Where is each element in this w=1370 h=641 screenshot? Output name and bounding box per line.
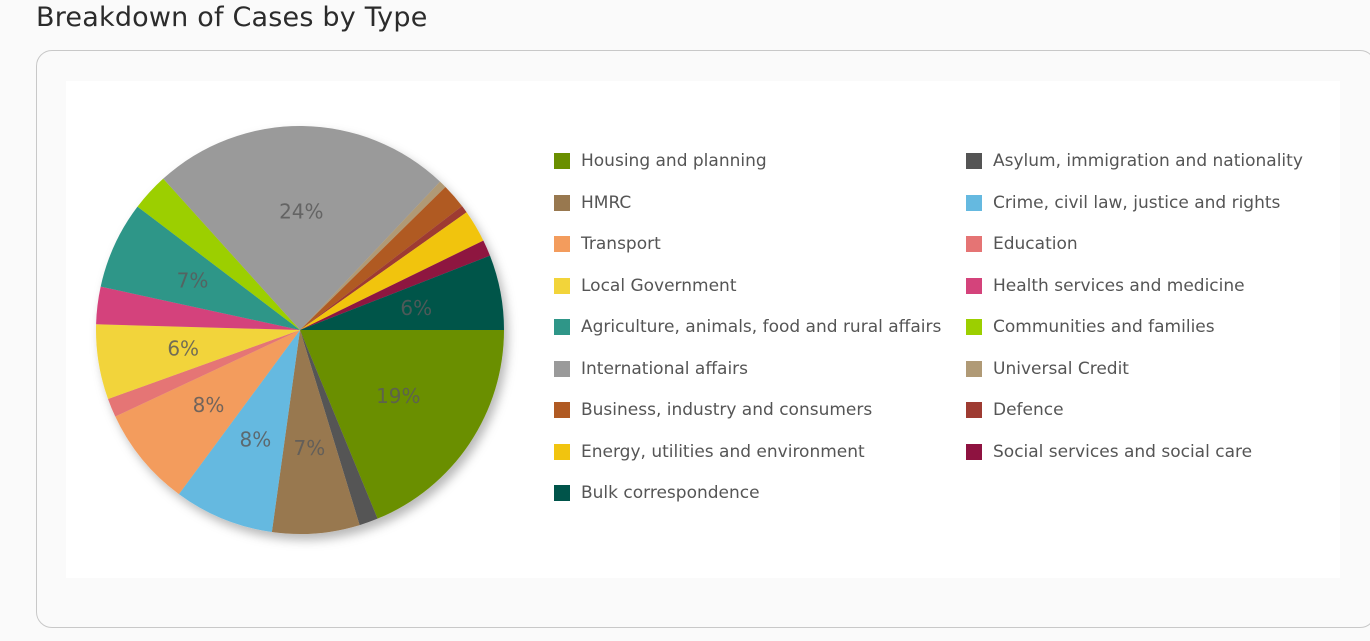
legend-swatch [554,277,570,294]
legend-label: International affairs [581,358,749,379]
legend-item-agriculture-animals-food-and-rural-affairs[interactable]: Agriculture, animals, food and rural aff… [554,315,941,339]
legend-item-universal-credit[interactable]: Universal Credit [966,357,1129,381]
pie-slice-social-services-and-social-care[interactable] [300,240,490,330]
legend-label: Social services and social care [993,441,1253,462]
legend-swatch [966,153,982,169]
legend-label: Communities and families [993,317,1215,337]
legend-swatch [966,236,982,252]
pie-slice-agriculture-animals-food-and-rural-affairs[interactable] [100,206,300,330]
pie-slice-hmrc[interactable] [271,330,360,534]
legend-item-transport[interactable]: Transport [554,232,661,256]
legend-item-social-services-and-social-care[interactable]: Social services and social care [966,440,1252,464]
legend-swatch [966,443,982,460]
legend-swatch [966,277,982,294]
legend-item-business-industry-and-consumers[interactable]: Business, industry and consumers [554,398,872,422]
legend-swatch [554,153,570,169]
legend-item-communities-and-families[interactable]: Communities and families [966,315,1215,339]
legend-label: Crime, civil law, justice and rights [993,192,1281,213]
pie-label-crime-civil-law-justice-and-rights: 8% [240,428,272,452]
pie-label-housing-and-planning: 19% [376,384,420,408]
legend-swatch [554,319,570,335]
pie-slice-defence[interactable] [300,206,467,330]
legend-item-asylum-immigration-and-nationality[interactable]: Asylum, immigration and nationality [966,149,1303,173]
page-title: Breakdown of Cases by Type [36,2,428,33]
legend-item-energy-utilities-and-environment[interactable]: Energy, utilities and environment [554,440,865,464]
legend-label: Local Government [581,275,737,296]
pie-slice-business-industry-and-consumers[interactable] [300,186,463,330]
legend-label: Energy, utilities and environment [581,441,865,462]
pie-slices [96,125,504,534]
legend-label: Universal Credit [993,358,1129,379]
legend-item-international-affairs[interactable]: International affairs [554,357,748,381]
legend-label: Asylum, immigration and nationality [993,151,1303,171]
legend-label: Bulk correspondence [581,483,760,503]
pie-label-bulk-correspondence: 6% [400,296,432,320]
legend-swatch [554,194,570,211]
legend-label: Education [993,234,1078,254]
legend-item-crime-civil-law-justice-and-rights[interactable]: Crime, civil law, justice and rights [966,191,1280,215]
pie-label-agriculture-animals-food-and-rural-affairs: 7% [177,269,209,293]
pie-slice-education[interactable] [108,330,301,417]
pie-slice-transport[interactable] [115,330,301,495]
legend-item-housing-and-planning[interactable]: Housing and planning [554,149,767,173]
pie-slice-housing-and-planning[interactable] [300,330,504,519]
legend-item-education[interactable]: Education [966,232,1078,256]
legend-label: Business, industry and consumers [581,400,873,420]
legend-label: Agriculture, animals, food and rural aff… [581,317,942,337]
legend-label: Housing and planning [581,151,767,171]
legend-swatch [966,360,982,377]
legend: Housing and planning Asylum, immigration … [554,140,1354,520]
legend-swatch [966,319,982,335]
legend-item-hmrc[interactable]: HMRC [554,191,631,215]
legend-swatch [554,402,570,418]
legend-item-defence[interactable]: Defence [966,398,1064,422]
pie-slice-local-government[interactable] [96,324,300,399]
legend-label: HMRC [581,192,632,213]
legend-swatch [966,194,982,211]
pie-label-hmrc: 7% [294,436,326,460]
legend-swatch [554,443,570,460]
legend-swatch [554,485,570,501]
legend-label: Health services and medicine [993,275,1245,296]
pie-slice-universal-credit[interactable] [300,181,446,330]
pie-slice-crime-civil-law-justice-and-rights[interactable] [178,330,300,533]
pie-slice-communities-and-families[interactable] [137,178,300,330]
pie-slice-health-services-and-medicine[interactable] [96,286,300,330]
legend-item-health-services-and-medicine[interactable]: Health services and medicine [966,274,1245,298]
pie-slice-energy-utilities-and-environment[interactable] [300,212,484,330]
legend-label: Defence [993,400,1064,420]
legend-swatch [966,402,982,418]
pie-label-transport: 8% [193,393,225,417]
legend-swatch [554,360,570,377]
pie-slice-international-affairs[interactable] [163,125,441,330]
pie-label-international-affairs: 24% [279,200,323,224]
legend-label: Transport [581,234,661,254]
pie-labels: 19% 7% 8% 8% 6% 7% 24% 6% [167,200,432,460]
legend-swatch [554,236,570,252]
legend-item-local-government[interactable]: Local Government [554,274,736,298]
pie-slice-asylum-immigration-and-nationality[interactable] [300,330,378,526]
pie-slice-bulk-correspondence[interactable] [300,255,504,330]
legend-item-bulk-correspondence[interactable]: Bulk correspondence [554,481,760,505]
pie-label-local-government: 6% [167,337,199,361]
